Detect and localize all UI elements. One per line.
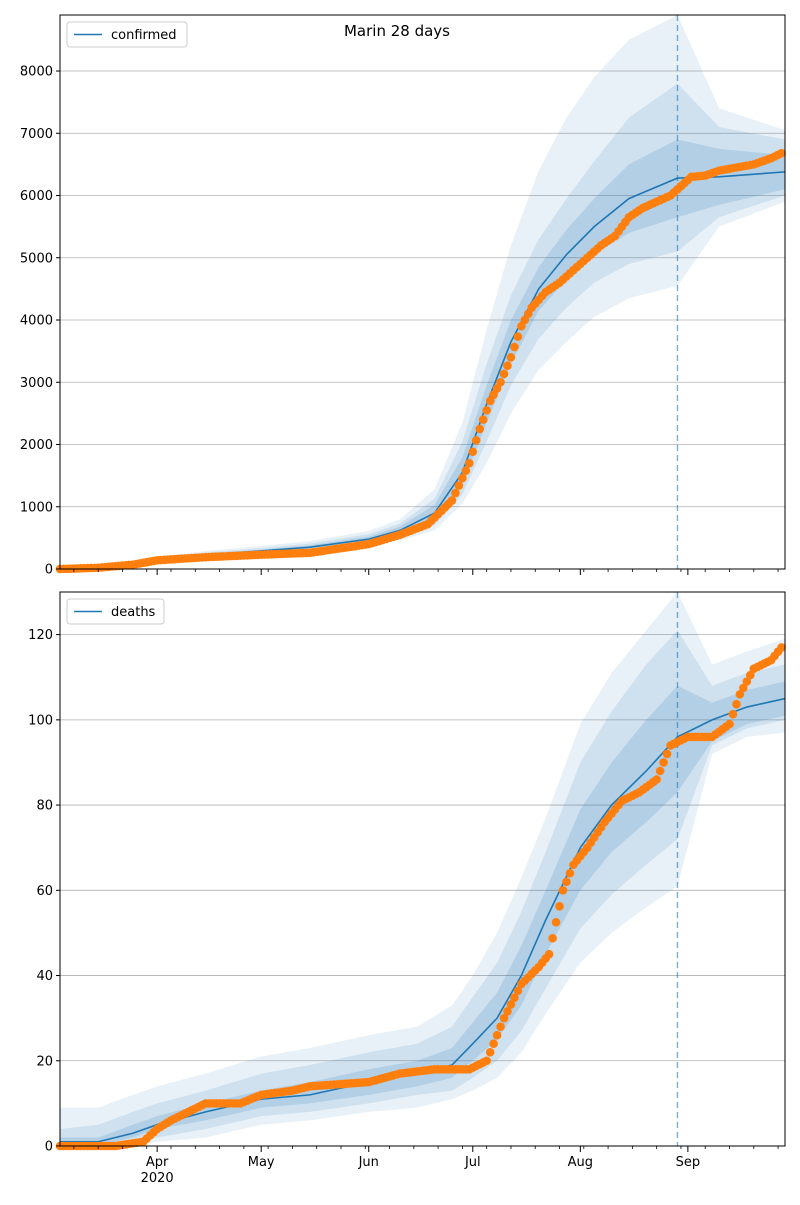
confirmed-observed-point-131: [510, 342, 519, 352]
deaths-ytick-label-6: 120: [28, 628, 53, 643]
xtick-label-3: Jul: [464, 1155, 481, 1170]
deaths-observed-point-129: [503, 1007, 512, 1016]
confirmed-band-80-area: [60, 83, 785, 569]
xtick-label-1: May: [248, 1155, 275, 1170]
confirmed-observed-point-117: [461, 466, 471, 475]
xaxis-year-label: 2020: [141, 1171, 174, 1186]
deaths-observed-point-142: [548, 933, 557, 943]
confirmed-observed-point-116: [458, 473, 467, 483]
confirmed-observed-point-122: [478, 415, 488, 424]
confirmed-ytick-label-8: 8000: [20, 65, 53, 80]
deaths-ytick-label-4: 80: [36, 799, 53, 814]
deaths-observed-point-174: [659, 758, 668, 767]
deaths-observed-point-125: [489, 1039, 498, 1049]
deaths-observed-point-175: [662, 749, 672, 759]
confirmed-ytick-label-7: 7000: [20, 127, 53, 142]
confirmed-observed-point-128: [499, 369, 509, 379]
confirmed-observed-point-130: [506, 353, 516, 362]
deaths-observed-point-126: [492, 1030, 502, 1040]
deaths-band-80-area: [60, 630, 785, 1146]
xtick-label-4: Aug: [568, 1155, 593, 1170]
deaths-observed-point-141: [544, 949, 554, 959]
deaths-observed-point-127: [496, 1022, 505, 1031]
confirmed-legend-box: [66, 21, 188, 48]
deaths-legend-box: [66, 598, 165, 625]
deaths-observed-point-197: [739, 683, 748, 693]
confirmed-observed-point-120: [471, 436, 481, 445]
confirmed-observed-point-114: [451, 488, 460, 498]
deaths-observed-point-147: [565, 868, 575, 878]
confirmed-observed-point-118: [465, 458, 474, 468]
confirmed-ytick-label-3: 3000: [20, 376, 53, 391]
confirmed-observed-point-121: [475, 424, 485, 434]
confirmed-observed-point-129: [503, 361, 512, 370]
xtick-label-5: Sep: [676, 1155, 701, 1170]
deaths-observed-point-131: [510, 993, 519, 1002]
xtick-label-0: Apr: [146, 1155, 169, 1170]
confirmed-ytick-label-4: 4000: [20, 314, 53, 329]
deaths-observed-point-195: [732, 699, 741, 709]
deaths-ytick-label-1: 20: [36, 1054, 53, 1069]
deaths-observed-point-128: [499, 1013, 509, 1023]
deaths-observed-point-193: [725, 719, 734, 729]
confirmed-observed-point-119: [468, 447, 478, 457]
deaths-observed-point-199: [746, 670, 755, 680]
deaths-observed-point-143: [551, 917, 561, 927]
confirmed-subplot: 0 1000 2000 3000 4000 5000 6000 7000 8000 confirm…: [20, 14, 786, 578]
deaths-ytick-label-5: 100: [28, 713, 53, 728]
deaths-observed-point-146: [562, 877, 571, 887]
chart-title: Marin 28 days: [344, 22, 450, 40]
deaths-observed-point-132: [513, 986, 523, 996]
deaths-observed-point-196: [735, 689, 745, 699]
deaths-band-95-area: [60, 592, 785, 1146]
deaths-observed-point-123: [482, 1056, 491, 1066]
confirmed-observed-point-113: [447, 496, 457, 505]
deaths-observed-point-208: [777, 643, 786, 652]
deaths-observed-point-172: [652, 775, 661, 784]
deaths-subplot: 0 20 40 60 80 100 120 Apr May Jun Jul Aug Sep 2020 dea…: [28, 591, 786, 1186]
deaths-ytick-label-0: 0: [45, 1140, 53, 1155]
deaths-observed-point-194: [728, 709, 738, 719]
deaths-observed-point-145: [558, 886, 568, 895]
confirmed-ytick-label-5: 5000: [20, 251, 53, 266]
confirmed-observed-point-208: [777, 148, 786, 158]
confirmed-band-95-area: [60, 15, 785, 569]
confirmed-ytick-label-0: 0: [45, 563, 53, 578]
confirmed-observed-point-115: [454, 481, 464, 490]
confirmed-observed-point-132: [513, 332, 523, 341]
deaths-ytick-label-2: 40: [36, 969, 53, 984]
deaths-observed-point-144: [555, 901, 564, 911]
confirmed-ytick-label-6: 6000: [20, 189, 53, 204]
confirmed-axes-frame: [59, 14, 786, 570]
confirmed-legend: confirmed: [66, 21, 188, 48]
xtick-label-2: Jun: [358, 1155, 379, 1170]
deaths-legend: deaths: [66, 598, 165, 625]
confirmed-ytick-label-2: 2000: [20, 438, 53, 453]
confirmed-observed-point-123: [482, 405, 491, 415]
deaths-observed-point-198: [742, 677, 752, 686]
deaths-axes-frame: [59, 591, 786, 1147]
deaths-observed-point-130: [506, 1000, 516, 1009]
deaths-ytick-label-3: 60: [36, 884, 53, 899]
deaths-band-50-area: [60, 681, 785, 1146]
deaths-legend-label: deaths: [111, 605, 156, 620]
confirmed-observed-point-127: [496, 377, 505, 387]
deaths-observed-point-173: [655, 766, 665, 776]
deaths-observed-point-124: [485, 1047, 495, 1057]
confirmed-ytick-label-1: 1000: [20, 500, 53, 515]
confirmed-legend-label: confirmed: [111, 28, 177, 43]
